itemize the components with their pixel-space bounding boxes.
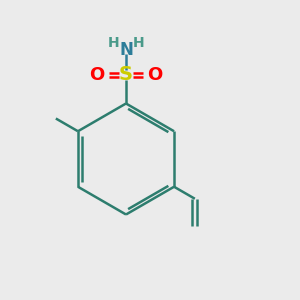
Text: S: S bbox=[119, 65, 133, 85]
Text: H: H bbox=[108, 36, 119, 50]
Text: H: H bbox=[133, 36, 144, 50]
Text: N: N bbox=[119, 41, 133, 59]
Text: O: O bbox=[148, 66, 163, 84]
Text: O: O bbox=[89, 66, 104, 84]
